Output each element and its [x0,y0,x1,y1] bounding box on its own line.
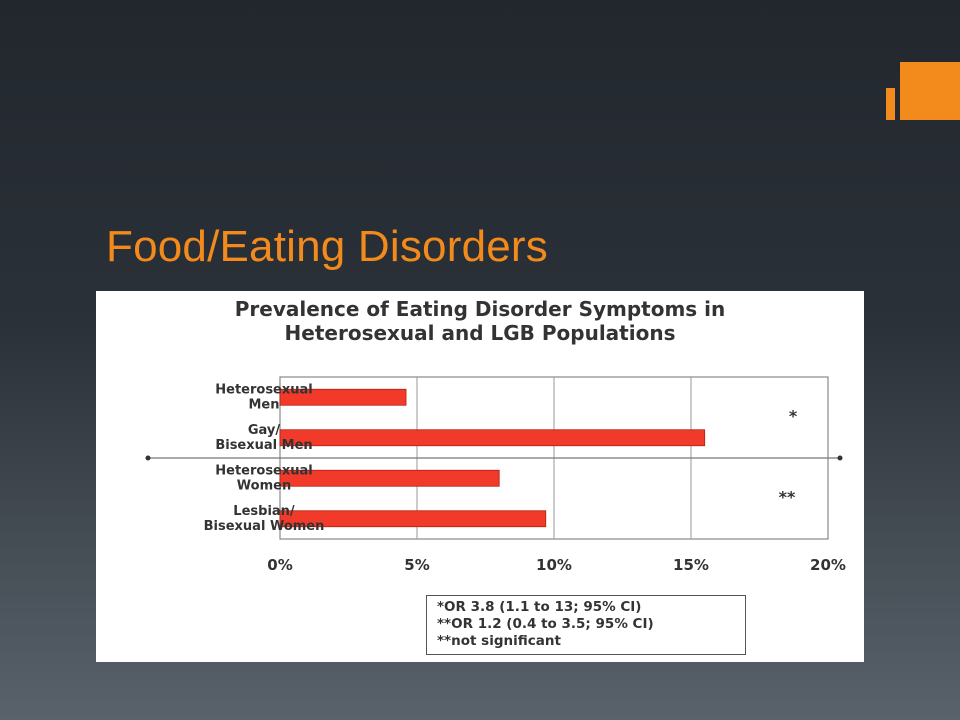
x-tick-label: 5% [404,556,429,574]
accent-bar [886,88,895,120]
category-label: Bisexual Men [215,438,312,453]
legend-line-1: *OR 3.8 (1.1 to 13; 95% CI) [437,599,642,615]
legend-line-2: **OR 1.2 (0.4 to 3.5; 95% CI) [437,616,654,632]
category-label: Heterosexual [215,382,313,397]
accent-block [900,62,960,120]
category-label: Women [237,478,291,493]
divider-dot-left [145,455,151,461]
slide-title: Food/Eating Disorders [106,222,548,271]
chart-legend: *OR 3.8 (1.1 to 13; 95% CI) **OR 1.2 (0.… [426,595,746,655]
category-label: Gay/ [248,423,281,438]
x-tick-label: 20% [810,556,846,574]
divider-dot-right [837,455,843,461]
bar [279,429,706,447]
chart-title-line1: Prevalence of Eating Disorder Symptoms i… [234,297,726,321]
category-label: Men [248,397,279,412]
x-tick-label: 0% [267,556,292,574]
category-label: Lesbian/ [233,504,295,519]
bar [279,510,547,528]
chart-panel: Prevalence of Eating Disorder Symptoms i… [96,291,864,662]
significance-mark: ** [779,488,796,507]
x-tick-label: 15% [673,556,709,574]
bar [279,388,407,406]
category-label: Heterosexual [215,463,313,478]
significance-mark: * [789,407,798,426]
chart-title-line2: Heterosexual and LGB Populations [284,321,676,345]
x-tick-label: 10% [536,556,572,574]
legend-line-3: **not significant [437,633,561,649]
chart-svg: 0% 5% 10% 15% 20%HeterosexualMenGay/Bisexual… [145,376,846,574]
bar [279,469,500,487]
category-label: Bisexual Women [204,519,325,534]
